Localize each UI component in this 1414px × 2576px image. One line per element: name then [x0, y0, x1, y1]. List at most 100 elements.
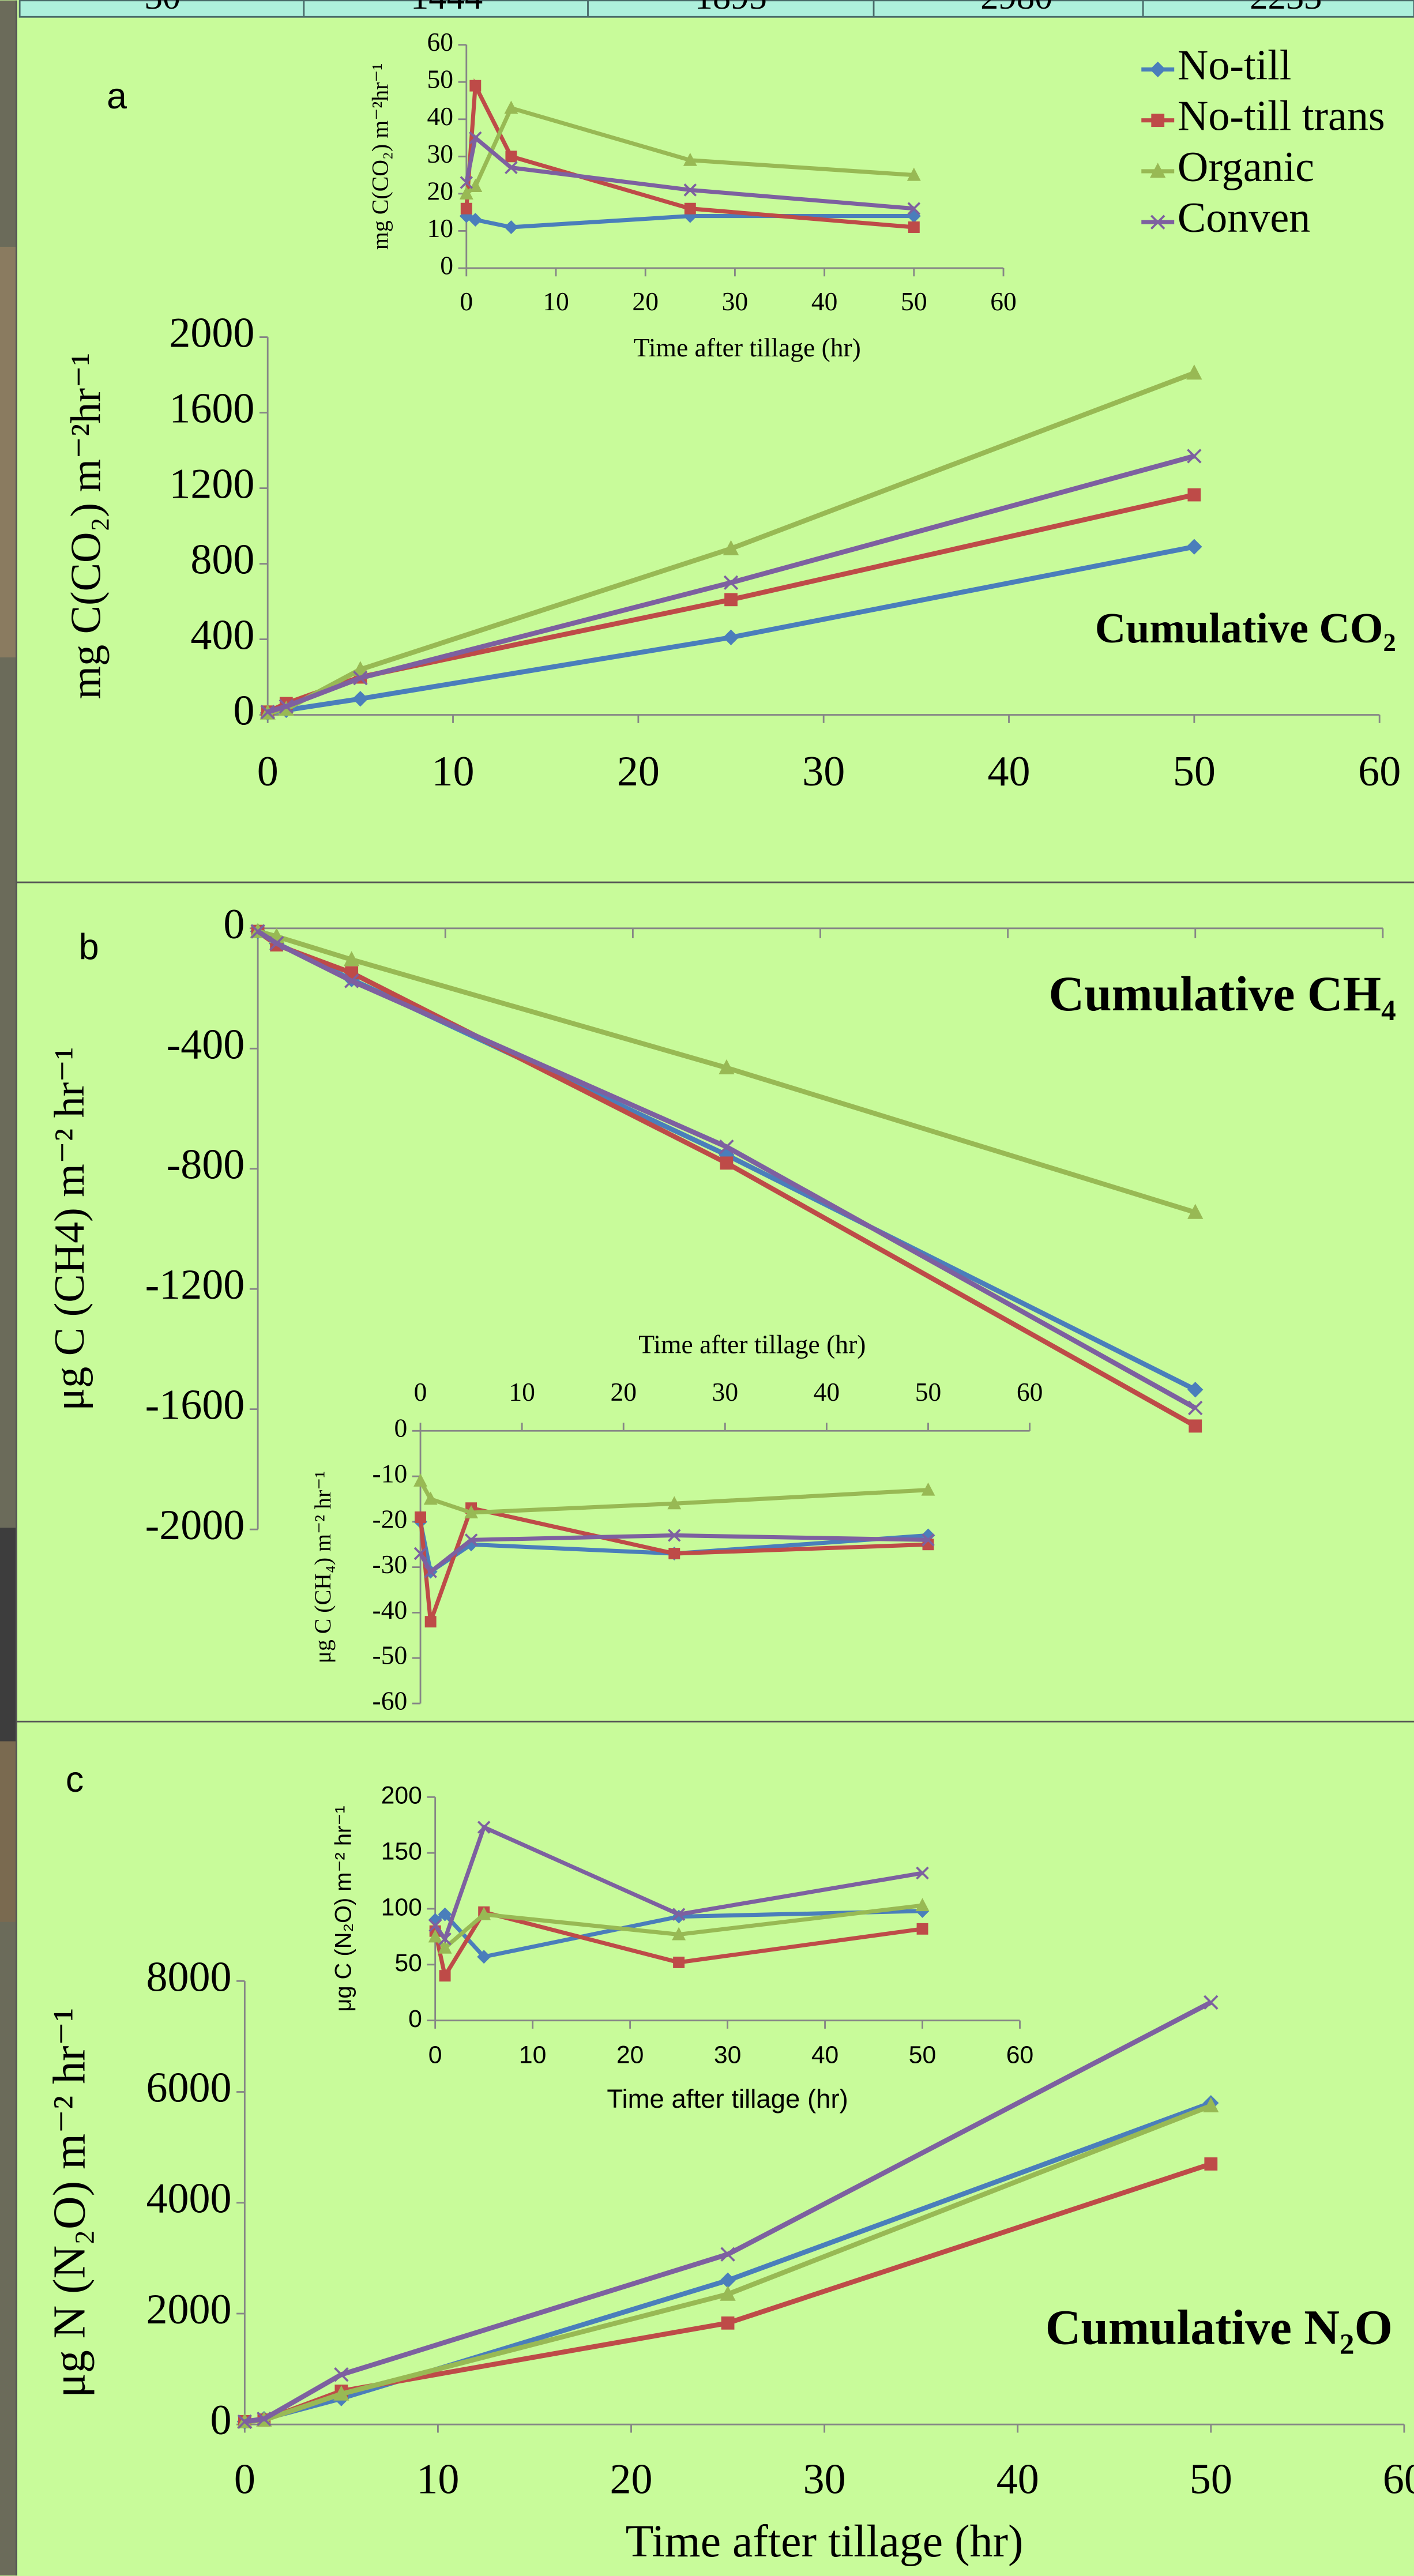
y-tick-label: 60: [427, 27, 453, 57]
table-cell: 2233: [1250, 0, 1322, 17]
x-tick-label: 40: [996, 2456, 1039, 2503]
y-tick-label: 1600: [169, 385, 254, 433]
legend-label: Organic: [1178, 144, 1314, 191]
y-tick-label: -800: [167, 1141, 245, 1189]
marker: [685, 203, 696, 215]
panel-label: b: [79, 927, 99, 967]
y-tick-label: -400: [167, 1021, 245, 1068]
x-tick-label: 50: [915, 1377, 942, 1407]
x-tick-label: 10: [519, 2041, 546, 2069]
x-tick-label: 0: [428, 2041, 442, 2069]
y-tick-label: 6000: [146, 2064, 231, 2112]
y-tick-label: 200: [381, 1782, 422, 1810]
y-axis-label: μg C (CH4) m⁻² hr⁻¹: [46, 1047, 93, 1411]
table-cell: 1895: [695, 0, 767, 17]
x-tick-label: 40: [814, 1377, 840, 1407]
marker: [439, 1970, 451, 1981]
y-tick-label: -20: [373, 1504, 408, 1533]
marker: [425, 1616, 437, 1627]
marker: [469, 80, 481, 92]
marker: [917, 1923, 928, 1935]
y-axis-label: μg N (N₂O) m⁻² hr⁻¹: [44, 2008, 95, 2398]
x-axis-label: Time after tillage (hr): [638, 1329, 866, 1359]
x-tick-label: 0: [460, 287, 473, 316]
marker: [461, 203, 472, 215]
y-tick-label: 0: [408, 2005, 422, 2033]
marker: [668, 1548, 680, 1559]
y-tick-label: 0: [440, 250, 453, 280]
x-tick-label: 20: [616, 2041, 644, 2069]
x-tick-label: 20: [632, 287, 659, 316]
panel-label: a: [107, 76, 127, 116]
y-tick-label: 8000: [146, 1953, 231, 2000]
x-tick-label: 10: [416, 2456, 459, 2503]
x-tick-label: 40: [811, 287, 838, 316]
marker: [1189, 1419, 1202, 1432]
x-tick-label: 40: [988, 748, 1031, 795]
x-tick-label: 30: [712, 1377, 739, 1407]
x-tick-label: 10: [432, 748, 475, 795]
x-tick-label: 60: [1017, 1377, 1043, 1407]
x-axis-label: Time after tillage (hr): [607, 2084, 848, 2114]
table-cell: 2980: [980, 0, 1052, 17]
y-tick-label: 50: [427, 65, 453, 94]
table-cell: 1444: [411, 0, 483, 17]
y-axis-label: μg C (CH₄) m⁻² hr⁻¹: [310, 1471, 336, 1664]
y-tick-label: 800: [190, 536, 254, 584]
y-axis-label: mg C(CO₂) m⁻²hr⁻¹: [63, 353, 110, 700]
y-tick-label: -1600: [145, 1382, 245, 1429]
x-tick-label: 60: [990, 287, 1017, 316]
marker: [720, 1156, 734, 1169]
y-tick-label: 0: [223, 901, 245, 948]
x-axis-label: Time after tillage (hr): [634, 333, 861, 362]
x-tick-label: 20: [610, 1377, 637, 1407]
x-tick-label: 50: [901, 287, 927, 316]
x-tick-label: 60: [1358, 748, 1401, 795]
x-tick-label: 10: [543, 287, 569, 316]
y-tick-label: -40: [373, 1595, 408, 1624]
legend-label: Conven: [1178, 194, 1310, 242]
y-tick-label: -50: [373, 1641, 408, 1670]
x-tick-label: 50: [1173, 748, 1216, 795]
y-tick-label: 2000: [169, 310, 254, 357]
y-tick-label: 150: [381, 1837, 422, 1865]
x-tick-label: 30: [722, 287, 749, 316]
page: {"table": {"cells": ["30", "1444", "1895…: [0, 0, 1414, 2576]
annotation: Cumulative CH₄: [1048, 967, 1396, 1021]
y-tick-label: 2000: [146, 2286, 231, 2333]
x-tick-label: 30: [714, 2041, 742, 2069]
marker: [1204, 2157, 1217, 2171]
table-cell: 30: [145, 0, 181, 17]
y-tick-label: 50: [394, 1949, 422, 1977]
y-tick-label: -30: [373, 1550, 408, 1579]
panel-label: c: [66, 1759, 84, 1800]
x-tick-label: 10: [509, 1377, 535, 1407]
y-tick-label: -2000: [145, 1502, 245, 1549]
marker: [1187, 488, 1201, 502]
photo-strip: [0, 1528, 16, 1741]
x-tick-label: 60: [1383, 2456, 1414, 2503]
annotation: Cumulative N₂O: [1046, 2300, 1393, 2355]
legend-label: No-till: [1178, 42, 1291, 89]
marker: [505, 151, 517, 162]
x-tick-label: 0: [414, 1377, 427, 1407]
x-tick-label: 30: [802, 748, 845, 795]
x-tick-label: 50: [909, 2041, 937, 2069]
y-tick-label: 0: [210, 2397, 232, 2444]
annotation: Cumulative CO₂: [1095, 605, 1396, 652]
y-axis-label: mg C(CO₂) m⁻²hr⁻¹: [367, 63, 393, 250]
y-tick-label: 400: [190, 612, 254, 659]
x-tick-label: 20: [610, 2456, 653, 2503]
y-tick-label: 30: [427, 139, 453, 168]
y-tick-label: 0: [394, 1413, 407, 1443]
y-axis-label: μg C (N₂O) m⁻² hr⁻¹: [331, 1806, 356, 2011]
y-tick-label: 4000: [146, 2175, 231, 2222]
y-tick-label: 10: [427, 213, 453, 243]
y-tick-label: 20: [427, 176, 453, 205]
marker: [415, 1511, 426, 1523]
photo-strip: [0, 247, 16, 657]
x-tick-label: 60: [1006, 2041, 1034, 2069]
y-tick-label: -10: [373, 1459, 408, 1488]
marker: [908, 221, 920, 233]
y-tick-label: 1200: [169, 461, 254, 508]
